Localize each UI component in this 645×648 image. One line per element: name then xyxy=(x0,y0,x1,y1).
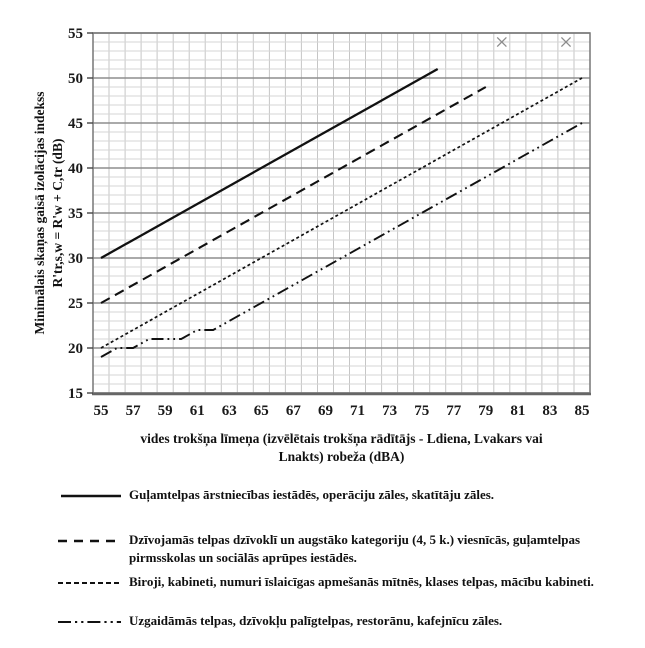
x-tick-label: 65 xyxy=(254,403,269,419)
y-tick-label: 40 xyxy=(68,161,83,177)
x-tick-label: 57 xyxy=(126,403,142,419)
x-marker-icon xyxy=(560,36,572,48)
y-tick-label: 15 xyxy=(68,386,83,402)
y-tick-label: 20 xyxy=(68,341,83,357)
legend-item-dash-dot-dot: Uzgaidāmās telpas, dzīvokļu palīgtelpas,… xyxy=(57,612,502,630)
x-axis-title-line2: Lnakts) robeža (dBA) xyxy=(279,449,405,464)
x-tick-label: 85 xyxy=(575,403,590,419)
series-dash-dot-dot xyxy=(100,122,583,358)
legend-label-dash-dot-dot: Uzgaidāmās telpas, dzīvokļu palīgtelpas,… xyxy=(129,613,503,628)
y-axis-title-line1: Minimālais skaņas gaisā izolācijas indek… xyxy=(32,91,48,334)
y-tick-label: 25 xyxy=(68,296,83,312)
y-tick-label: 50 xyxy=(68,71,83,87)
chart-canvas: 15 20 25 30 35 40 45 50 55 55 57 59 61 63 65 67 69 71 73 75… xyxy=(32,26,591,464)
short-dash-line-sample-icon xyxy=(58,582,121,584)
y-tick-label: 45 xyxy=(68,116,83,132)
x-tick-label: 77 xyxy=(446,403,462,419)
series-long-dash xyxy=(100,86,487,304)
x-tick-label: 69 xyxy=(318,403,333,419)
x-tick-label: 81 xyxy=(510,403,525,419)
long-dash-line-sample-icon xyxy=(58,539,121,543)
legend-item-solid: Guļamtelpas ārstniecības iestādēs, operā… xyxy=(57,486,494,504)
sound-insulation-chart: 15 20 25 30 35 40 45 50 55 55 57 59 61 63 65 67 69 71 73 75… xyxy=(32,26,591,464)
y-tick-label: 55 xyxy=(68,26,83,42)
solid-line-sample-icon xyxy=(61,494,121,498)
x-tick-label: 73 xyxy=(382,403,397,419)
legend-label-short-dash: Biroji, kabineti, numuri īslaicīgas apme… xyxy=(129,574,594,589)
x-tick-label: 75 xyxy=(414,403,429,419)
series-short-dash xyxy=(100,77,583,349)
legend-item-long-dash: Dzīvojamās telpas dzīvoklī un augstāko k… xyxy=(57,531,632,567)
x-tick-label: 79 xyxy=(478,403,493,419)
y-axis-title-line2: R'tr,s,w = R'w + C,tr (dB) xyxy=(50,139,65,288)
legend-label-long-dash: Dzīvojamās telpas dzīvoklī un augstāko k… xyxy=(129,532,581,565)
x-axis-title-line1: vides trokšņa līmeņa (izvēlētais trokšņa… xyxy=(140,431,543,447)
y-tick-label: 30 xyxy=(68,251,83,267)
series-solid xyxy=(100,67,439,260)
x-tick-label: 61 xyxy=(190,403,205,419)
dash-dot-dot-line-sample-icon xyxy=(58,621,121,623)
x-tick-label: 59 xyxy=(158,403,173,419)
x-tick-label: 63 xyxy=(222,403,237,419)
y-tick-label: 35 xyxy=(68,206,83,222)
x-tick-label: 71 xyxy=(350,403,365,419)
x-tick-label: 67 xyxy=(286,403,302,419)
x-tick-label: 83 xyxy=(542,403,557,419)
x-marker-icon xyxy=(496,36,507,48)
x-tick-label: 55 xyxy=(94,403,109,419)
legend-label-solid: Guļamtelpas ārstniecības iestādēs, operā… xyxy=(129,487,495,502)
legend-item-short-dash: Biroji, kabineti, numuri īslaicīgas apme… xyxy=(57,573,594,591)
